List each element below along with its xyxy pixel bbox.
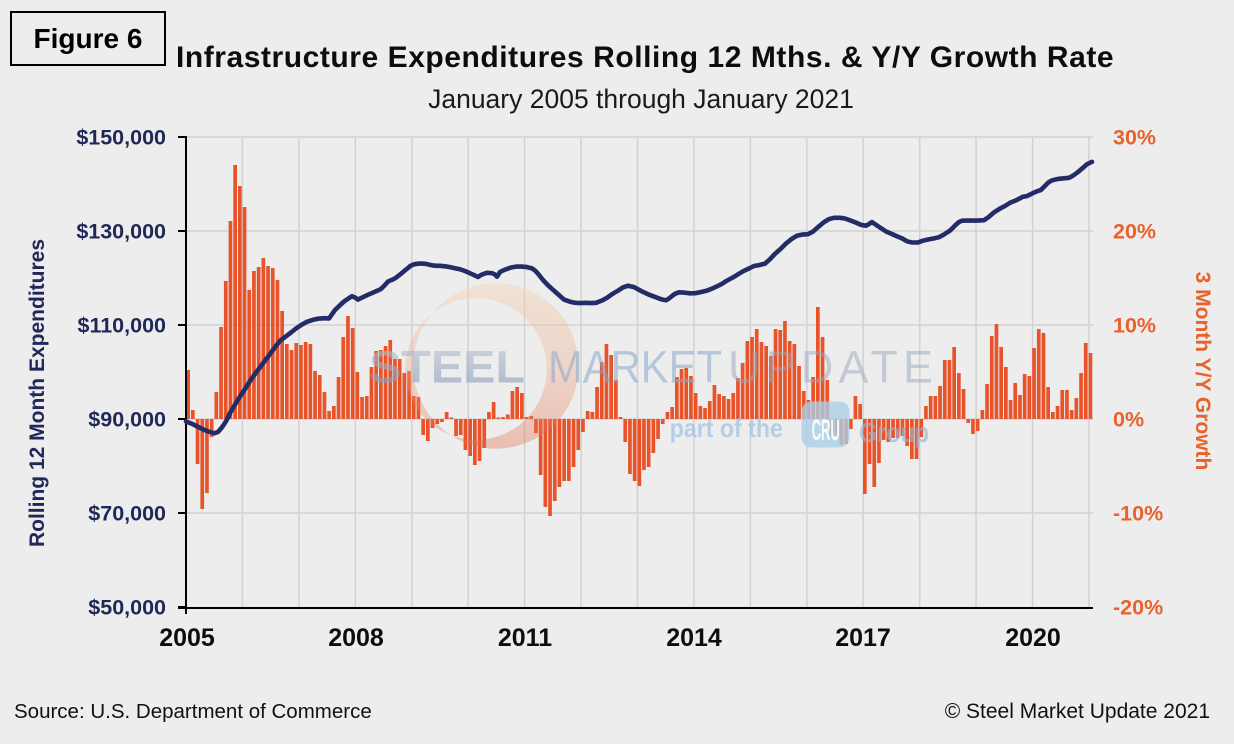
svg-text:part of the: part of the bbox=[670, 413, 783, 443]
svg-text:2008: 2008 bbox=[328, 624, 384, 652]
svg-text:$90,000: $90,000 bbox=[88, 408, 166, 432]
svg-text:2020: 2020 bbox=[1005, 624, 1061, 652]
svg-text:$110,000: $110,000 bbox=[78, 314, 167, 338]
svg-text:2011: 2011 bbox=[498, 624, 552, 652]
svg-text:2017: 2017 bbox=[835, 624, 891, 652]
svg-text:STEEL: STEEL bbox=[369, 342, 525, 393]
svg-text:-20%: -20% bbox=[1113, 596, 1163, 620]
svg-text:10%: 10% bbox=[1113, 314, 1156, 338]
svg-text:UPDATE: UPDATE bbox=[728, 342, 933, 393]
svg-text:Group: Group bbox=[859, 417, 929, 448]
svg-text:20%: 20% bbox=[1113, 220, 1156, 244]
svg-text:$70,000: $70,000 bbox=[88, 502, 166, 526]
svg-text:30%: 30% bbox=[1113, 126, 1156, 150]
svg-text:3 Month Y/Y Growth: 3 Month Y/Y Growth bbox=[1191, 272, 1214, 471]
svg-text:CRU: CRU bbox=[812, 414, 840, 447]
svg-text:$150,000: $150,000 bbox=[76, 126, 166, 150]
svg-text:2014: 2014 bbox=[666, 624, 722, 652]
svg-text:Rolling 12 Month Expenditures: Rolling 12 Month Expenditures bbox=[26, 239, 49, 547]
svg-text:MARKET: MARKET bbox=[548, 342, 722, 393]
svg-text:$130,000: $130,000 bbox=[76, 220, 166, 244]
svg-text:$50,000: $50,000 bbox=[88, 596, 166, 620]
svg-text:0%: 0% bbox=[1113, 408, 1144, 432]
svg-text:2005: 2005 bbox=[159, 624, 215, 652]
svg-text:-10%: -10% bbox=[1113, 502, 1163, 526]
